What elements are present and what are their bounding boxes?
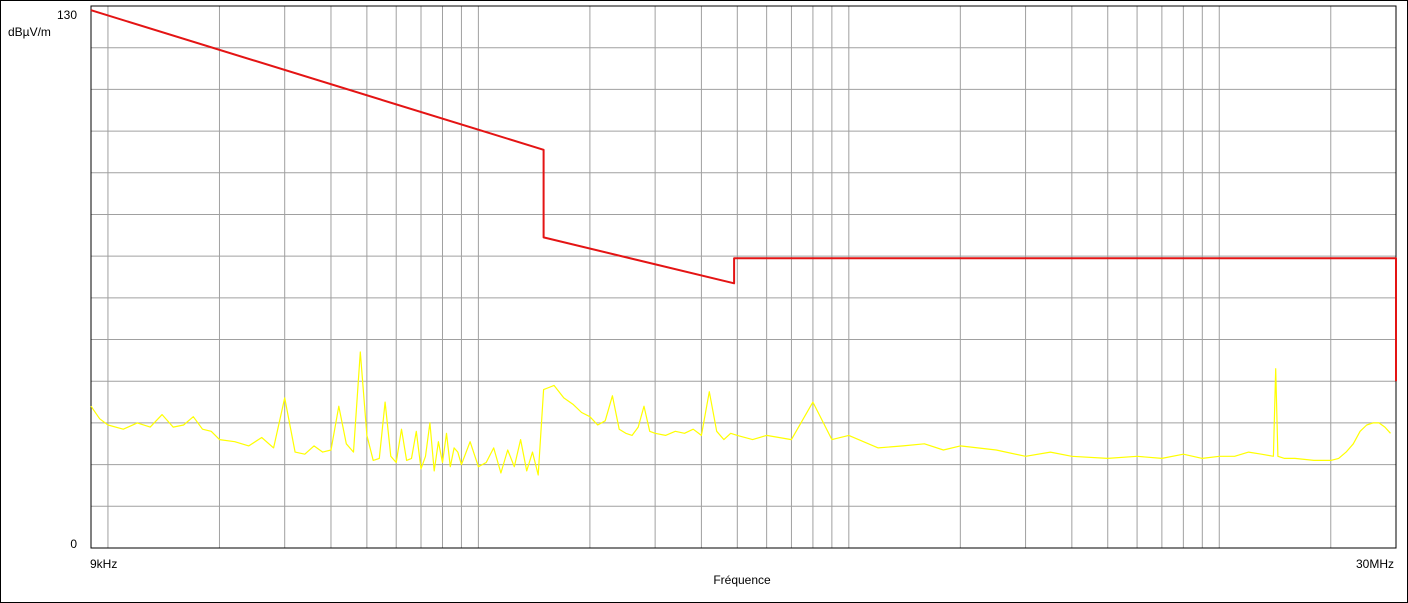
grid <box>91 6 1396 548</box>
y-tick-label-max: 130 <box>57 8 77 22</box>
plot-area-border <box>90 5 1397 549</box>
measurement-trace <box>90 351 1391 476</box>
limit-line <box>90 9 1397 382</box>
series-layer <box>90 9 1397 476</box>
x-tick-label-max: 30MHz <box>1356 557 1394 571</box>
y-axis-label: dBµV/m <box>8 25 51 39</box>
y-tick-label-min: 0 <box>70 537 77 551</box>
x-tick-label-min: 9kHz <box>90 557 117 571</box>
x-axis-label: Fréquence <box>713 573 771 587</box>
